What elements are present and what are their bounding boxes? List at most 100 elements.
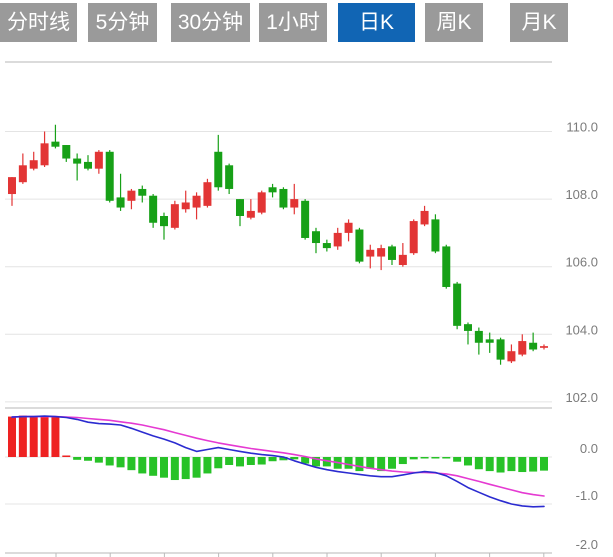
candle-body [398, 254, 407, 266]
macd-bar [311, 457, 320, 467]
candle-body [496, 339, 505, 360]
candlestick [214, 134, 223, 191]
macd-bar [409, 457, 418, 460]
candle-body [507, 351, 516, 362]
macd-bar [387, 457, 396, 469]
candle-body [366, 249, 375, 257]
candle-body [463, 324, 472, 331]
candle-body [409, 221, 418, 254]
macd-bar [366, 457, 375, 469]
macd-bar [431, 457, 440, 459]
candlestick [18, 153, 27, 184]
candle-body [453, 283, 462, 326]
candle-body [529, 342, 538, 350]
candlestick [94, 150, 103, 174]
candle-body [181, 202, 190, 210]
candlestick [387, 244, 396, 266]
macd-dea-line [11, 415, 545, 497]
candle-body [485, 339, 494, 343]
price-axis-label: 108.0 [565, 187, 598, 202]
candlestick [159, 212, 168, 240]
macd-bar [83, 457, 92, 461]
macd-bar [268, 457, 277, 462]
candlestick [539, 344, 548, 350]
candle-body [442, 246, 451, 287]
candle-body [474, 330, 483, 343]
candle-body [83, 161, 92, 169]
candlestick [257, 190, 266, 215]
macd-bar [8, 416, 16, 457]
price-axis-label: 104.0 [565, 322, 598, 337]
macd-axis-label: 0.0 [580, 441, 598, 456]
candlestick [181, 190, 190, 213]
macd-axis-label: -1.0 [576, 488, 598, 503]
macd-bar [214, 457, 223, 469]
candlestick [62, 145, 71, 162]
candle-body [116, 197, 125, 208]
macd-bar [203, 457, 212, 474]
candlestick [138, 185, 147, 203]
candle-body [138, 188, 147, 196]
tab-5min[interactable]: 5分钟 [88, 3, 157, 42]
candlestick [398, 243, 407, 267]
candle-body [18, 165, 27, 183]
macd-bar [463, 457, 472, 466]
candlestick [73, 153, 82, 181]
macd-bar [420, 457, 429, 459]
macd-bar [539, 457, 548, 471]
macd-bar [73, 457, 82, 460]
candle-body [62, 145, 71, 159]
candlestick [485, 332, 494, 353]
candlestick [192, 192, 201, 220]
candle-body [539, 346, 548, 348]
tab-monthly-k[interactable]: 月K [510, 3, 568, 42]
candlestick [442, 244, 451, 289]
candle-body [40, 143, 49, 166]
candle-body [105, 151, 114, 201]
candlestick [279, 187, 288, 210]
macd-bar [344, 457, 353, 469]
candlestick [518, 334, 527, 357]
candle-body [214, 151, 223, 188]
tab-daily-k[interactable]: 日K [338, 3, 415, 42]
tab-timeshare[interactable]: 分时线 [0, 3, 77, 42]
candlestick [170, 200, 179, 230]
macd-bar [442, 457, 451, 459]
macd-bar [290, 457, 299, 460]
candle-body [149, 195, 158, 223]
price-axis-label: 106.0 [565, 255, 598, 270]
candlestick [235, 199, 244, 227]
candlestick [322, 239, 331, 252]
candlestick [225, 163, 234, 195]
macd-bar [246, 457, 255, 465]
macd-bar [116, 457, 125, 468]
candlestick [507, 344, 516, 364]
candle-body [225, 165, 234, 189]
candle-body [311, 231, 320, 244]
candlestick [290, 183, 299, 215]
candle-body [235, 199, 244, 216]
candle-body [159, 216, 168, 227]
macd-bar [225, 457, 234, 465]
macd-bar [398, 457, 407, 465]
tab-weekly-k[interactable]: 周K [425, 3, 483, 42]
candlestick [83, 155, 92, 171]
macd-bar [235, 457, 244, 467]
tab-30min[interactable]: 30分钟 [171, 3, 250, 42]
price-gridlines: 110.0 108.0 106.0 104.0 102.0 [5, 120, 598, 405]
macd-dif-line [11, 415, 545, 508]
candle-body [377, 248, 386, 257]
candle-body [290, 199, 299, 208]
candlestick [301, 199, 310, 240]
candlestick [203, 178, 212, 208]
candlestick [529, 332, 538, 352]
candlestick [496, 337, 505, 365]
tab-1hour[interactable]: 1小时 [259, 3, 327, 42]
candlestick [127, 188, 136, 210]
macd-bar [94, 457, 103, 463]
macd-bar [279, 457, 288, 461]
candle-body [127, 190, 136, 201]
macd-bar [181, 457, 190, 480]
candle-body [333, 232, 342, 247]
